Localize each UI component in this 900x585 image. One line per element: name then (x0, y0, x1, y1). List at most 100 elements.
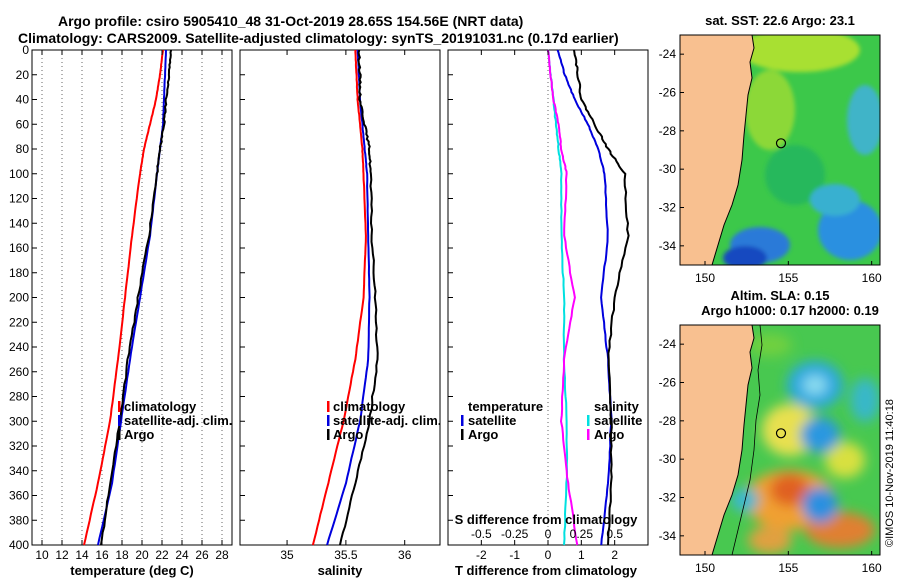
y-tick-label: 60 (16, 117, 30, 131)
argo-position-marker (775, 428, 787, 439)
legend-label-s-satellite: satellite (594, 413, 642, 428)
legend-swatch-s-argo (587, 429, 590, 440)
y-tick-label: 240 (9, 340, 29, 354)
sla-map-frame (679, 324, 881, 556)
legend-label-s-argo: Argo (594, 427, 624, 442)
sla-land (680, 325, 754, 555)
y-tick-label: 0 (22, 43, 29, 57)
lon-tick-label: 150 (695, 271, 715, 285)
legend-swatch-satellite-adj (327, 415, 330, 426)
x-tick-label: 18 (115, 548, 129, 562)
imos-credit: ©IMOS 10-Nov-2019 11:40:18 (884, 399, 896, 547)
sla-low-anomaly (850, 378, 880, 422)
y-tick-label: 280 (9, 390, 29, 404)
series-line-climatology (83, 49, 164, 546)
legend-swatch-satellite-adj (118, 415, 121, 426)
sla-high-anomaly (748, 526, 792, 554)
sla-map-title: Altim. SLA: 0.15 (731, 288, 830, 303)
x-tick-label: 1 (578, 548, 585, 562)
figure-title-line1: Argo profile: csiro 5905410_48 31-Oct-20… (58, 13, 523, 29)
x-tick-label: -1 (509, 548, 520, 562)
lat-tick-label: -34 (659, 529, 677, 543)
sla-low-anomaly (802, 487, 838, 523)
y-tick-label: 140 (9, 216, 29, 230)
salinity-xlabel: salinity (318, 563, 364, 578)
sla-shelf-contour (731, 325, 763, 555)
y-tick-label: 380 (9, 513, 29, 527)
sla-low-anomaly (803, 375, 827, 395)
series-line-s-argo (546, 49, 579, 546)
salinity-panel: 35 35.5 36 salinity climatology satellite-… (239, 49, 441, 578)
y-tick-label: 100 (9, 167, 29, 181)
lon-tick-label: 160 (862, 271, 882, 285)
legend-label-satellite-adj: satellite-adj. clim. (333, 413, 441, 428)
lat-tick-label: -24 (659, 337, 677, 351)
sla-high-anomaly (770, 474, 810, 506)
y-tick-label: 300 (9, 414, 29, 428)
x-tick-label: 26 (195, 548, 209, 562)
temperature-panel: 10 12 14 16 18 20 22 24 26 28 0 20 40 60 80 100 120 140 1… (9, 43, 233, 578)
lat-tick-label: -34 (659, 239, 677, 253)
y-tick-label: 340 (9, 464, 29, 478)
x-tick-label: 12 (55, 548, 69, 562)
argo-position-marker (775, 138, 787, 149)
sst-warm-patch (765, 145, 825, 205)
difference-panel: -2 -1 0 1 2 -0.5 -0.25 0 0.25 0.5 S difference f… (447, 49, 649, 578)
sla-lon-labels: 150 155 160 (695, 551, 882, 575)
lat-tick-label: -28 (659, 414, 677, 428)
sst-map-frame (679, 34, 881, 266)
sla-coastline (711, 325, 755, 555)
legend-swatch-argo (327, 429, 330, 440)
x-tick-label: -2 (476, 548, 487, 562)
lat-tick-label: -30 (659, 452, 677, 466)
series-line-climatology (311, 50, 367, 546)
x-tick-label: 35.5 (334, 548, 358, 562)
y-tick-label: 220 (9, 315, 29, 329)
sst-land (680, 35, 754, 265)
x-tick-label: 20 (135, 548, 149, 562)
legend-label-argo: Argo (124, 427, 154, 442)
sla-low-anomaly (800, 417, 840, 453)
temperature-x-ticks: 10 12 14 16 18 20 22 24 26 28 (35, 50, 229, 562)
legend-swatch-argo (118, 429, 121, 440)
y-tick-label: 360 (9, 489, 29, 503)
temperature-legend: climatology satellite-adj. clim. Argo (118, 399, 232, 442)
sla-map: Altim. SLA: 0.15 Argo h1000: 0.17 h2000:… (659, 288, 882, 575)
sla-high-anomaly (825, 442, 865, 478)
difference-series (546, 49, 630, 546)
sst-cool-patch (810, 184, 860, 216)
sla-low-anomaly (748, 333, 792, 357)
lat-tick-label: -26 (659, 376, 677, 390)
lat-tick-label: -26 (659, 86, 677, 100)
lon-tick-label: 150 (695, 561, 715, 575)
x-tick-label: 16 (95, 548, 109, 562)
legend-label-argo: Argo (333, 427, 363, 442)
s-difference-label: S difference from climatology (455, 512, 639, 527)
t-difference-x-ticks: -2 -1 0 1 2 (448, 49, 618, 562)
figure-title-line2: Climatology: CARS2009. Satellite-adjuste… (18, 30, 619, 46)
y-tick-label: 320 (9, 439, 29, 453)
salinity-x-ticks: 35 35.5 36 (240, 49, 412, 562)
sst-cool-patch (723, 246, 767, 265)
y-tick-label: 160 (9, 241, 29, 255)
s-tick-label: 0.5 (606, 527, 623, 541)
s-tick-label: 0 (545, 527, 552, 541)
sla-map-subtitle: Argo h1000: 0.17 h2000: 0.19 (701, 303, 879, 318)
s-tick-label: -0.5 (471, 527, 492, 541)
sst-warm-patches (723, 35, 880, 265)
sst-lon-labels: 150 155 160 (695, 261, 882, 285)
x-tick-label: 14 (75, 548, 89, 562)
depth-axis-labels: 0 20 40 60 80 100 120 140 160 180 200 220 240 260 280 3… (9, 43, 37, 552)
legend-title-salinity: salinity (594, 399, 640, 414)
salinity-series (311, 49, 379, 546)
legend-swatch-t-argo (461, 429, 464, 440)
legend-swatch-climatology (118, 401, 121, 412)
y-tick-label: 200 (9, 291, 29, 305)
legend-label-satellite-adj: satellite-adj. clim. (124, 413, 232, 428)
salinity-plot-frame (239, 49, 441, 546)
x-tick-label: 24 (175, 548, 189, 562)
x-tick-label: 36 (398, 548, 412, 562)
difference-legend: temperature satellite Argo salinity sate… (461, 399, 642, 442)
lon-tick-label: 160 (862, 561, 882, 575)
lon-tick-label: 155 (778, 561, 798, 575)
